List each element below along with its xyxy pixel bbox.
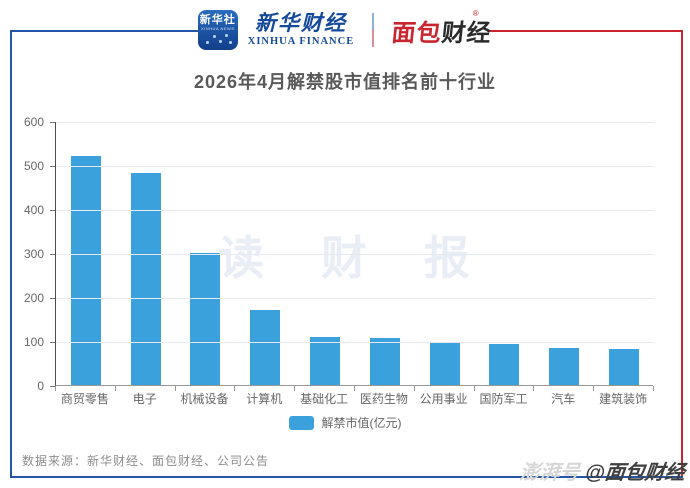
- xinhua-finance-logo: 新华财经 XINHUA FINANCE: [248, 13, 354, 48]
- bar-机械设备: [190, 253, 221, 385]
- bar-计算机: [250, 310, 281, 385]
- bar-商贸零售: [70, 156, 101, 385]
- plot-area: 读 财 报: [50, 121, 654, 387]
- chart-title: 2026年4月解禁股市值排名前十行业: [193, 72, 497, 92]
- x-axis-tick: [114, 386, 116, 391]
- bar-汽车: [549, 348, 580, 385]
- x-axis-tick: [593, 386, 595, 391]
- corner-watermark: 澎湃号 @面包财经: [518, 456, 686, 485]
- y-axis-label: 500: [23, 159, 44, 173]
- gridline: [56, 122, 654, 123]
- x-axis-label: 基础化工: [300, 392, 349, 406]
- y-axis-label: 200: [23, 291, 44, 305]
- x-axis-label: 建筑装饰: [599, 392, 648, 406]
- corner-watermark-account: @面包财经: [584, 462, 686, 484]
- x-axis-label: 汽车: [551, 392, 576, 406]
- frame-line-bottom: [10, 476, 683, 478]
- y-axis-label: 600: [23, 115, 44, 129]
- registered-mark: ®: [473, 8, 481, 18]
- y-axis-tick: [50, 254, 55, 255]
- gridline: [56, 298, 654, 299]
- legend-swatch: [288, 415, 314, 430]
- x-axis-tick: [533, 386, 535, 391]
- y-axis-tick: [50, 210, 55, 211]
- x-axis-label: 公用事业: [419, 392, 468, 406]
- x-axis-tick: [354, 386, 355, 391]
- mianbao-finance-logo: 面包财经 ®: [390, 9, 494, 48]
- bar-公用事业: [429, 342, 460, 385]
- x-axis-tick: [294, 386, 296, 391]
- xinhua-finance-en: XINHUA FINANCE: [247, 35, 355, 47]
- header-logos: 新华社 XINHUA NEWS 新华财经 XINHUA FINANCE 面包财经…: [0, 6, 690, 54]
- xinhua-finance-cn: 新华财经: [255, 11, 347, 35]
- y-axis-tick: [50, 298, 55, 299]
- frame-line-right: [681, 30, 683, 476]
- corner-watermark-platform: 澎湃号: [518, 462, 581, 484]
- bar-医药生物: [369, 337, 400, 385]
- constellation-graphic: [204, 33, 232, 45]
- y-axis-tick: [50, 166, 55, 167]
- bar-series: [56, 121, 654, 385]
- x-axis-ticks: [55, 386, 654, 391]
- bar-slot: [415, 121, 475, 385]
- y-axis-label: 400: [23, 203, 44, 217]
- mianbao-logo-part2: 财经: [440, 19, 494, 47]
- y-axis-tick: [50, 122, 55, 123]
- bar-slot: [594, 121, 654, 385]
- bar-基础化工: [310, 336, 341, 385]
- frame-line-top-left: [10, 30, 208, 32]
- bar-slot: [355, 121, 415, 385]
- bar-建筑装饰: [609, 348, 640, 385]
- gridline: [56, 210, 654, 211]
- xinhua-icon-label: 新华社: [199, 14, 236, 26]
- y-axis-label: 0: [37, 379, 44, 393]
- frame-line-top-right: [490, 30, 683, 32]
- y-axis-label: 300: [23, 247, 44, 261]
- bar-slot: [534, 121, 594, 385]
- x-axis-tick: [653, 386, 654, 391]
- bar-电子: [130, 172, 161, 385]
- x-axis-label: 医药生物: [359, 392, 408, 406]
- bar-slot: [116, 121, 176, 385]
- xinhua-news-app-icon: 新华社 XINHUA NEWS: [197, 10, 238, 50]
- bar-国防军工: [489, 344, 520, 385]
- bar-slot: [56, 121, 116, 385]
- gridline: [56, 166, 654, 167]
- bar-slot: [295, 121, 355, 385]
- bar-slot: [235, 121, 295, 385]
- x-axis-label: 电子: [132, 392, 157, 406]
- gridline: [56, 254, 654, 255]
- x-axis-tick: [55, 386, 56, 391]
- mianbao-logo-part1: 面包: [390, 19, 444, 47]
- y-axis: 0 100 200 300 400 500 600: [0, 115, 48, 393]
- x-axis-label: 机械设备: [180, 392, 229, 406]
- x-axis-label: 计算机: [246, 392, 283, 406]
- bar-slot: [176, 121, 236, 385]
- legend-label: 解禁市值(亿元): [321, 416, 402, 430]
- x-axis-tick: [234, 386, 236, 391]
- y-axis-label: 100: [23, 335, 44, 349]
- xinhua-icon-sublabel: XINHUA NEWS: [201, 26, 235, 31]
- y-axis-tick: [50, 342, 55, 343]
- logo-divider: [372, 13, 375, 47]
- x-axis-label: 商贸零售: [60, 392, 109, 406]
- chart-legend: 解禁市值(亿元): [0, 414, 690, 431]
- x-axis-label: 国防军工: [479, 392, 528, 406]
- frame-line-left: [10, 30, 12, 476]
- gridline: [56, 342, 654, 343]
- x-axis-labels: 商贸零售 电子 机械设备 计算机 基础化工 医药生物 公用事业 国防军工 汽车 建筑装饰: [55, 390, 653, 407]
- y-axis-tick: [50, 386, 55, 387]
- x-axis-tick: [174, 386, 176, 391]
- bar-slot: [475, 121, 535, 385]
- data-source-note: 数据来源：新华财经、面包财经、公司公告: [22, 454, 270, 468]
- x-axis-tick: [413, 386, 415, 391]
- x-axis-tick: [473, 386, 475, 391]
